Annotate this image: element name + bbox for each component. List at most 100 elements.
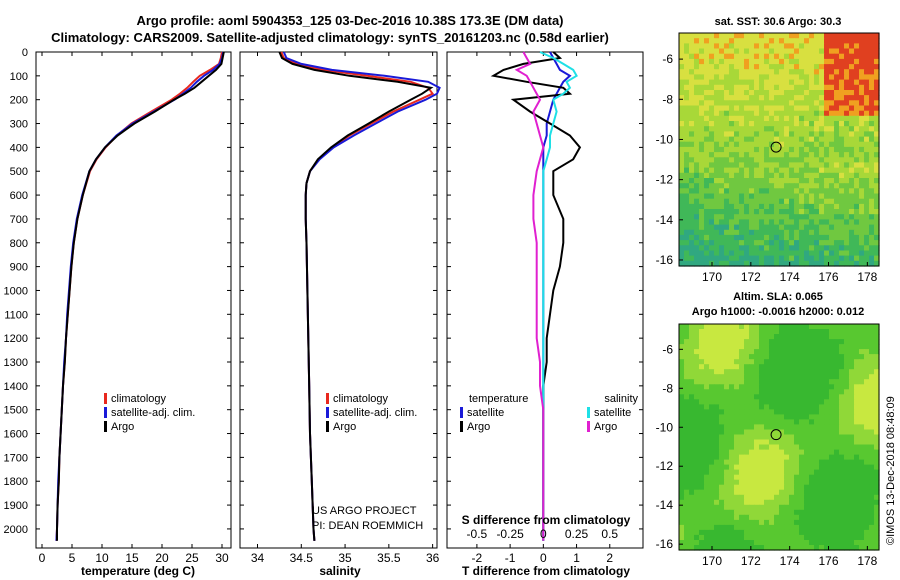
- sla-map-cell: [874, 389, 880, 395]
- sla-map-cell: [809, 529, 815, 536]
- sla-map-cell: [779, 509, 785, 516]
- sst-map-cell: [794, 193, 800, 200]
- sla-map-cell: [739, 469, 745, 476]
- sst-map-cell: [874, 240, 880, 246]
- sst-map-cell: [839, 33, 845, 39]
- sal-xtick-label: 35: [338, 551, 352, 565]
- sst-map-cell: [839, 178, 845, 184]
- sla-map-cell: [759, 349, 765, 355]
- sst-map-cell: [779, 209, 785, 215]
- sla-map-cell: [734, 469, 740, 476]
- sla-map-cell: [834, 359, 840, 365]
- sla-map-cell: [809, 419, 815, 425]
- sla-map-cell: [714, 469, 720, 476]
- sla-map-xtick-label: 176: [818, 554, 838, 568]
- sla-map-cell: [849, 424, 855, 430]
- sst-map-cell: [719, 38, 725, 44]
- sst-map-cell: [689, 188, 695, 195]
- sst-map-cell: [684, 131, 690, 138]
- sla-map-cell: [764, 324, 770, 330]
- sst-map-cell: [779, 64, 785, 70]
- sla-map-cell: [809, 509, 815, 516]
- sst-map-cell: [849, 53, 855, 60]
- sla-map-cell: [709, 364, 715, 370]
- sst-map-cell: [769, 110, 775, 117]
- sst-map-cell: [684, 214, 690, 220]
- sst-map-cell: [864, 131, 870, 138]
- sla-map-cell: [739, 429, 745, 436]
- sst-map-cell: [859, 110, 865, 117]
- sst-map-cell: [774, 183, 780, 189]
- sst-map-cell: [874, 74, 880, 81]
- sla-map-cell: [854, 519, 860, 526]
- sst-map-cell: [869, 100, 875, 107]
- sla-map-cell: [694, 334, 700, 340]
- sla-map-cell: [784, 409, 790, 415]
- sla-map-cell: [799, 349, 805, 355]
- sla-map-cell: [699, 534, 705, 541]
- sla-map-cell: [819, 394, 825, 400]
- sst-map-cell: [764, 203, 770, 210]
- sst-map-cell: [849, 250, 855, 257]
- sst-map-cell: [799, 172, 805, 179]
- sla-map-cell: [834, 424, 840, 430]
- sla-map-cell: [814, 349, 820, 355]
- sla-map-cell: [729, 334, 735, 340]
- sla-map-cell: [694, 444, 700, 451]
- sst-map-cell: [784, 90, 790, 96]
- sla-map-cell: [854, 424, 860, 430]
- sst-map-cell: [754, 48, 760, 55]
- sla-map-cell: [819, 449, 825, 456]
- sla-map-cell: [874, 369, 880, 375]
- sst-map-cell: [834, 131, 840, 138]
- sla-map-cell: [844, 404, 850, 410]
- sla-map-cell: [774, 494, 780, 501]
- sst-map-cell: [744, 58, 750, 65]
- sst-map-cell: [704, 183, 710, 189]
- sla-map-cell: [744, 489, 750, 496]
- sst-map-cell: [709, 146, 715, 153]
- sst-map-cell: [829, 33, 835, 39]
- sla-map-cell: [789, 344, 795, 350]
- sst-map-cell: [749, 183, 755, 189]
- sla-map-cell: [799, 519, 805, 526]
- sla-map-cell: [854, 464, 860, 471]
- sst-map-cell: [789, 121, 795, 127]
- sla-map-cell: [874, 464, 880, 471]
- sla-map-cell: [694, 349, 700, 355]
- sla-map-cell: [809, 394, 815, 400]
- sst-map-cell: [704, 240, 710, 246]
- sst-map-cell: [849, 58, 855, 65]
- sla-map-cell: [794, 329, 800, 335]
- sla-map-cell: [769, 504, 775, 511]
- sla-map-cell: [734, 454, 740, 461]
- sst-map-cell: [874, 64, 880, 70]
- sst-map-cell: [769, 255, 775, 262]
- sla-map-cell: [679, 444, 685, 451]
- sst-map-cell: [789, 43, 795, 50]
- sla-map-cell: [814, 459, 820, 466]
- sla-map-cell: [779, 324, 785, 330]
- sla-map-cell: [764, 349, 770, 355]
- sst-map-cell: [734, 146, 740, 153]
- sst-map-cell: [804, 198, 810, 205]
- sst-map-cell: [744, 115, 750, 122]
- sst-map-cell: [779, 172, 785, 179]
- sla-map-cell: [754, 419, 760, 425]
- sst-map-cell: [844, 100, 850, 107]
- sla-map-cell: [864, 489, 870, 496]
- sla-map-cell: [724, 369, 730, 375]
- sst-map-cell: [814, 234, 820, 241]
- sst-map-cell: [799, 95, 805, 101]
- sst-map-cell: [679, 64, 685, 70]
- sst-map-cell: [749, 178, 755, 184]
- sst-map-cell: [869, 167, 875, 174]
- sla-map-cell: [804, 414, 810, 420]
- sst-map-cell: [729, 234, 735, 241]
- sla-map-cell: [829, 514, 835, 521]
- sla-map-cell: [769, 529, 775, 536]
- sst-map-cell: [749, 33, 755, 39]
- sla-map-cell: [839, 529, 845, 536]
- sla-map-cell: [724, 469, 730, 476]
- sst-map-cell: [774, 245, 780, 252]
